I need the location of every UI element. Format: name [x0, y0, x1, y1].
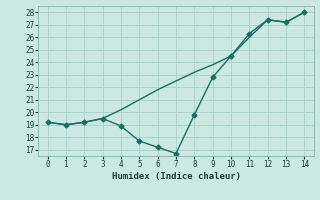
X-axis label: Humidex (Indice chaleur): Humidex (Indice chaleur) — [111, 172, 241, 181]
